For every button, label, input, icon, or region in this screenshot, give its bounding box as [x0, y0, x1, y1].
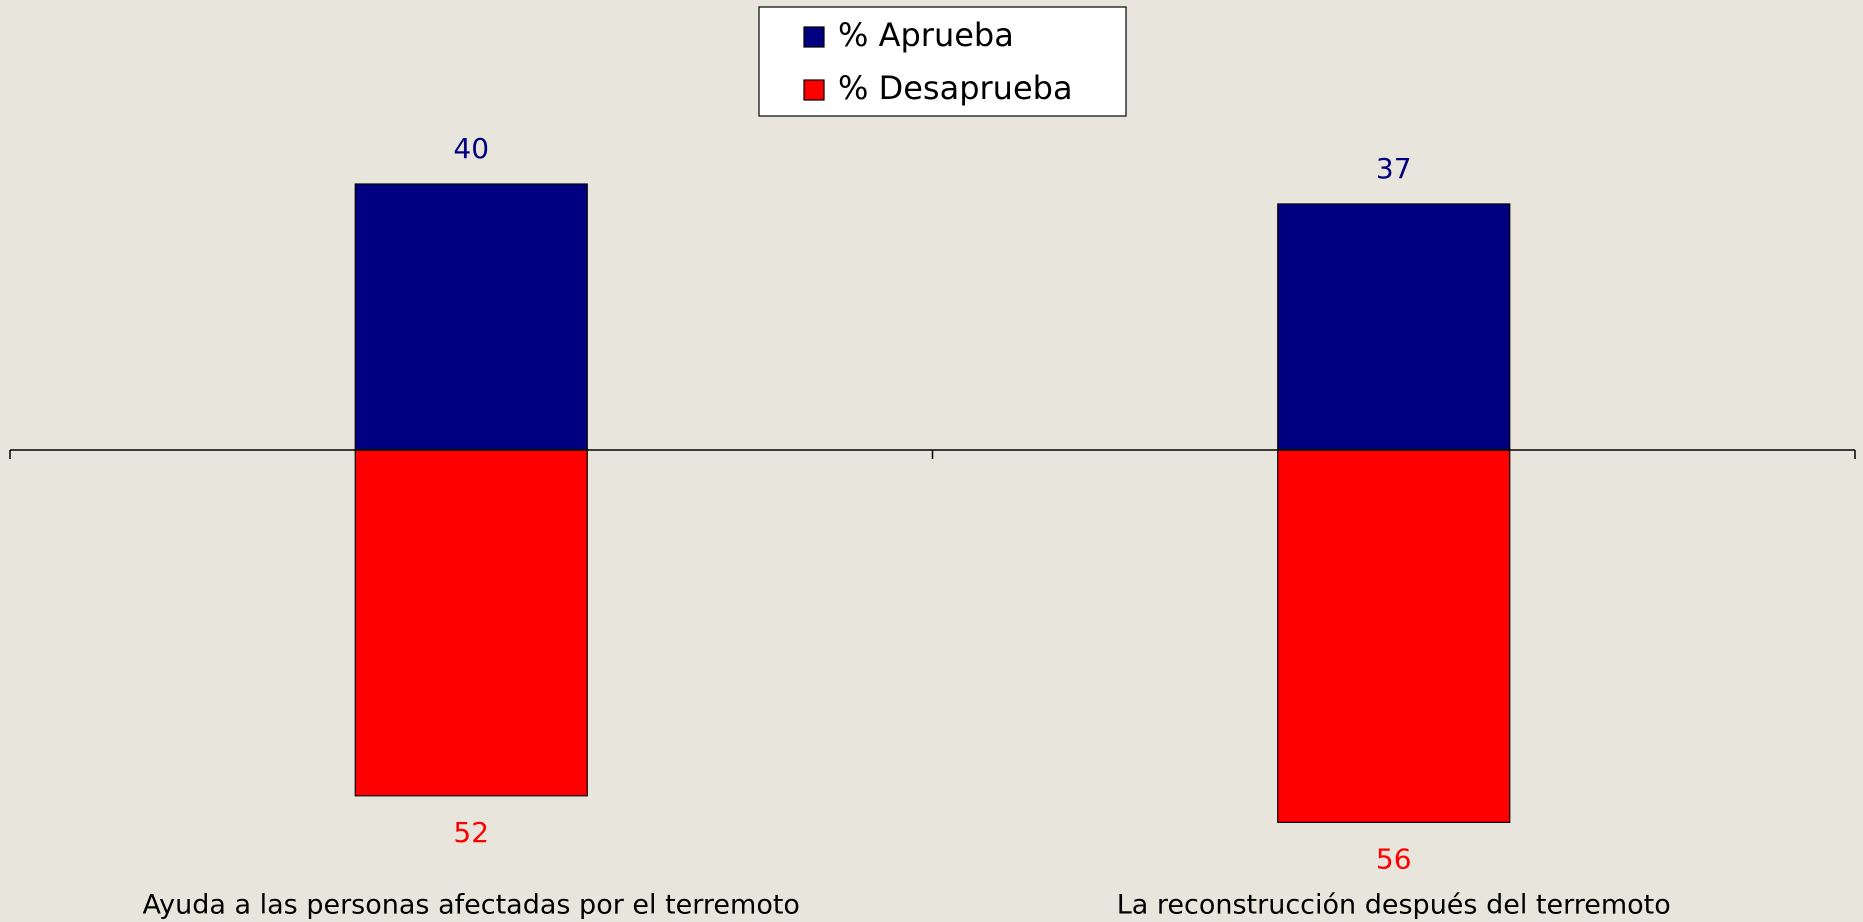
legend-label: % Aprueba [838, 16, 1014, 54]
value-label: 56 [1376, 842, 1412, 875]
x-tick-label: Ayuda a las personas afectadas por el te… [143, 890, 800, 921]
bar [1277, 203, 1511, 451]
bar [1277, 449, 1511, 823]
value-label: 37 [1376, 152, 1412, 185]
value-label: 52 [453, 816, 489, 849]
x-tick-label: La reconstrucción después del terremoto [1117, 890, 1671, 921]
bar [354, 449, 588, 797]
bar [354, 183, 588, 451]
legend-swatch [803, 26, 825, 48]
value-label: 40 [453, 132, 489, 165]
legend-swatch [803, 79, 825, 101]
legend-label: % Desaprueba [838, 69, 1073, 107]
